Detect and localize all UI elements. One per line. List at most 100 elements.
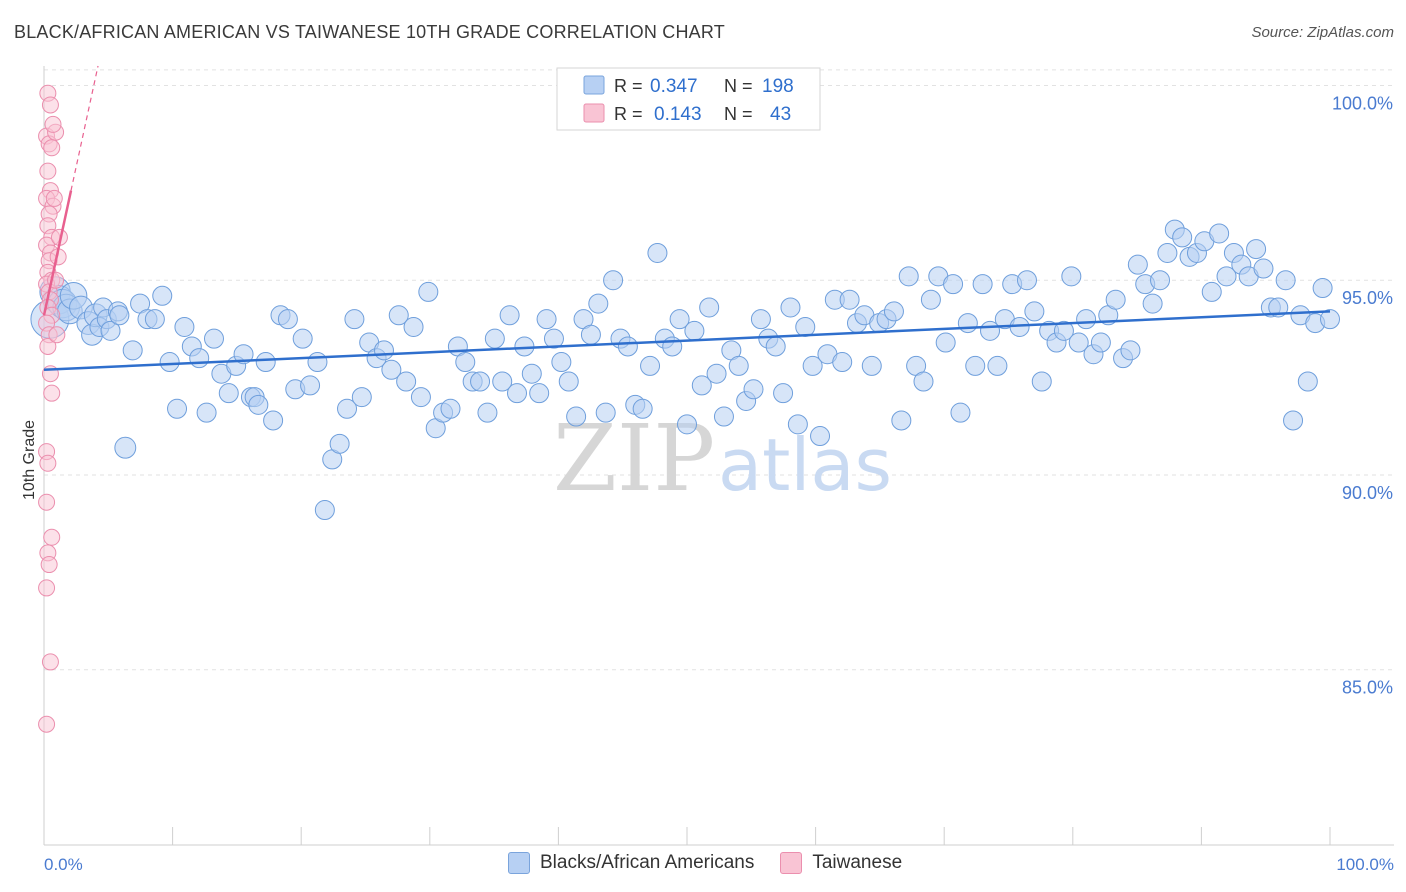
data-point-blacks: [839, 289, 860, 310]
data-point-blacks: [891, 410, 912, 431]
data-point-blacks: [743, 379, 764, 400]
data-point-blacks: [167, 398, 188, 419]
data-point-blacks: [144, 309, 165, 330]
data-point-blacks: [1031, 371, 1052, 392]
trend-line-taiwanese-extension: [70, 65, 99, 191]
legend-label-taiwanese: Taiwanese: [812, 852, 903, 873]
legend-n-value-1: 198: [762, 76, 794, 97]
data-point-taiwanese: [45, 189, 63, 207]
data-point-blacks: [588, 293, 609, 314]
data-point-blacks: [307, 352, 328, 373]
data-point-blacks: [1157, 242, 1178, 263]
data-point-blacks: [152, 285, 173, 306]
data-point-blacks: [1024, 301, 1045, 322]
data-point-blacks: [1076, 309, 1097, 330]
data-point-blacks: [580, 324, 601, 345]
data-point-blacks: [373, 340, 394, 361]
data-point-blacks: [248, 394, 269, 415]
data-point-blacks: [773, 383, 794, 404]
correlation-legend: R = 0.347 N = 198 R = 0.143 N = 43: [556, 67, 821, 131]
data-point-blacks: [1268, 297, 1289, 318]
data-point-taiwanese: [39, 454, 57, 472]
series-taiwanese-points: [38, 84, 68, 733]
legend-n-label-1: N =: [724, 76, 753, 96]
data-point-taiwanese: [38, 715, 56, 733]
data-point-blacks: [1068, 332, 1089, 353]
data-point-blacks: [159, 352, 180, 373]
data-point-blacks: [114, 436, 137, 459]
data-point-blacks: [972, 274, 993, 295]
data-point-blacks: [477, 402, 498, 423]
data-point-blacks: [647, 242, 668, 263]
data-point-blacks: [329, 433, 350, 454]
data-point-blacks: [1283, 410, 1304, 431]
data-point-blacks: [255, 352, 276, 373]
data-point-taiwanese: [38, 579, 56, 597]
legend-r-label-1: R =: [614, 76, 643, 96]
data-point-blacks: [521, 363, 542, 384]
data-point-blacks: [543, 328, 564, 349]
data-point-blacks: [277, 309, 298, 330]
data-point-blacks: [802, 355, 823, 376]
data-point-blacks: [950, 402, 971, 423]
legend-r-value-2: 0.143: [654, 104, 702, 125]
data-point-blacks: [883, 301, 904, 322]
y-tick-label: 95.0%: [1342, 288, 1393, 308]
data-point-blacks: [1201, 281, 1222, 302]
data-point-blacks: [344, 309, 365, 330]
data-point-blacks: [1127, 254, 1148, 275]
data-point-blacks: [1142, 293, 1163, 314]
data-point-blacks: [218, 383, 239, 404]
data-point-blacks: [1253, 258, 1274, 279]
data-point-blacks: [292, 328, 313, 349]
y-tick-label: 90.0%: [1342, 483, 1393, 503]
y-tick-label: 85.0%: [1342, 678, 1393, 698]
trend-lines: [42, 65, 1331, 372]
data-point-taiwanese: [43, 384, 61, 402]
source-label: Source: ZipAtlas.com: [1251, 24, 1394, 41]
data-point-blacks: [410, 387, 431, 408]
data-point-blacks: [1120, 340, 1141, 361]
data-point-blacks: [1320, 309, 1340, 330]
data-point-blacks: [492, 371, 513, 392]
bottom-legend: Blacks/African Americans Taiwanese: [508, 852, 902, 874]
legend-item-blacks: Blacks/African Americans: [508, 852, 754, 874]
watermark-atlas: atlas: [718, 423, 892, 507]
data-point-blacks: [706, 363, 727, 384]
data-point-blacks: [1216, 266, 1237, 287]
data-point-blacks: [381, 359, 402, 380]
data-point-blacks: [787, 414, 808, 435]
data-point-blacks: [943, 274, 964, 295]
data-point-blacks: [669, 309, 690, 330]
data-point-blacks: [1105, 289, 1126, 310]
data-point-taiwanese: [44, 115, 62, 133]
data-point-blacks: [396, 371, 417, 392]
data-point-blacks: [1275, 270, 1296, 291]
x-axis-ticks: [43, 827, 1331, 845]
legend-n-label-2: N =: [724, 104, 753, 124]
legend-swatch-blacks: [508, 852, 530, 874]
data-point-blacks: [677, 414, 697, 435]
data-point-blacks: [617, 336, 638, 357]
data-point-blacks: [603, 270, 624, 291]
trend-line-taiwanese: [42, 190, 73, 316]
data-point-blacks: [810, 426, 831, 447]
data-point-taiwanese: [38, 493, 56, 511]
data-point-taiwanese: [39, 337, 57, 355]
legend-swatch-blue: [583, 75, 605, 95]
data-point-blacks: [595, 402, 616, 423]
y-tick-labels: 85.0% 90.0% 95.0% 100.0%: [1332, 93, 1393, 697]
data-point-blacks: [174, 316, 195, 337]
data-point-blacks: [957, 313, 978, 334]
data-point-blacks: [920, 289, 941, 310]
data-point-blacks: [765, 336, 786, 357]
data-point-blacks: [351, 387, 372, 408]
data-point-blacks: [1016, 270, 1037, 291]
data-point-blacks: [684, 320, 705, 341]
data-point-blacks: [1061, 266, 1082, 287]
chart-title: BLACK/AFRICAN AMERICAN VS TAIWANESE 10TH…: [14, 22, 725, 42]
data-point-blacks: [935, 332, 956, 353]
data-point-blacks: [780, 297, 801, 318]
data-point-blacks: [440, 398, 461, 419]
